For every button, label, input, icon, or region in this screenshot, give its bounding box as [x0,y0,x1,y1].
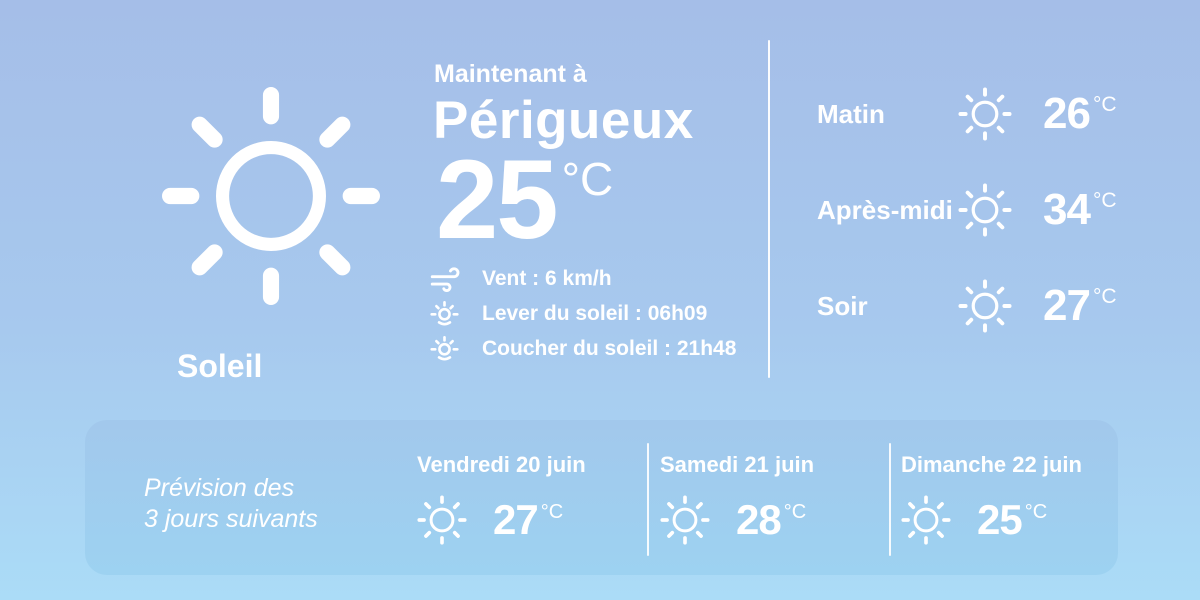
period-temperature: 34 °C [1043,184,1117,234]
forecast-temperature-value: 28 [736,495,782,543]
forecast-temperature-unit: °C [783,500,807,523]
sunrise-label: Lever du soleil : 06h09 [482,301,708,325]
forecast-divider [889,443,891,556]
forecast-temperature: 27 °C [493,495,564,543]
period-temperature-unit: °C [1092,188,1117,212]
forecast-panel: Prévision des 3 jours suivants Vendredi … [85,420,1118,575]
sun-icon [958,279,1012,333]
forecast-day-friday: Vendredi 20 juin 27 °C [417,452,586,545]
sunset-icon [429,333,469,364]
current-temperature-value: 25 [436,137,559,262]
period-row-morning: Matin 26 °C [817,86,1117,142]
period-temperature-unit: °C [1092,92,1117,116]
forecast-day-row: 28 °C [660,495,814,545]
vertical-divider [768,40,770,378]
sun-icon [958,87,1012,141]
period-label: Matin [817,98,885,129]
day-parts: Matin 26 °C Après-midi 34 °C Soir 27 °C [817,86,1117,374]
period-temperature: 26 °C [1043,88,1117,138]
forecast-title-line2: 3 jours suivants [144,505,318,533]
sun-icon [417,495,467,545]
forecast-title-line1: Prévision des [144,474,295,502]
forecast-temperature-value: 25 [977,495,1023,543]
period-temperature-unit: °C [1092,284,1117,308]
forecast-temperature-value: 27 [493,495,539,543]
period-temperature: 27 °C [1043,280,1117,330]
sun-icon [660,495,710,545]
sunrise-row: Lever du soleil : 06h09 [429,299,736,328]
wind-row: Vent : 6 km/h [429,264,736,293]
forecast-date: Vendredi 20 juin [417,452,586,477]
sun-icon [958,183,1012,237]
sunrise-icon [429,298,469,329]
forecast-temperature-unit: °C [540,500,564,523]
sun-icon [901,495,951,545]
period-label: Après-midi [817,194,953,225]
sunset-row: Coucher du soleil : 21h48 [429,334,736,363]
forecast-date: Samedi 21 juin [660,452,815,477]
forecast-temperature: 25 °C [977,495,1048,543]
wind-label: Vent : 6 km/h [482,266,612,290]
forecast-day-row: 25 °C [901,495,1082,545]
forecast-day-sunday: Dimanche 22 juin 25 °C [901,452,1082,545]
forecast-title: Prévision des 3 jours suivants [144,473,318,535]
period-label: Soir [817,290,868,321]
wind-icon [429,266,469,292]
city-name: Périgueux [433,91,694,150]
period-row-evening: Soir 27 °C [817,278,1117,334]
current-location-label: Maintenant à [434,60,587,88]
forecast-day-saturday: Samedi 21 juin 28 °C [660,452,814,545]
period-row-afternoon: Après-midi 34 °C [817,182,1117,238]
condition-label: Soleil [177,348,263,384]
period-temperature-value: 34 [1043,184,1091,234]
period-temperature-value: 27 [1043,280,1091,330]
forecast-day-row: 27 °C [417,495,586,545]
forecast-divider [647,443,649,556]
current-temperature-unit: °C [561,153,614,205]
period-temperature-value: 26 [1043,88,1091,138]
current-temperature: 25 °C [436,137,614,262]
current-details: Vent : 6 km/h Lever du soleil : 06h09 Co… [429,264,736,363]
forecast-temperature-unit: °C [1024,500,1048,523]
sunset-label: Coucher du soleil : 21h48 [482,336,737,360]
forecast-temperature: 28 °C [736,495,807,543]
forecast-date: Dimanche 22 juin [901,452,1082,477]
sun-icon [160,85,382,307]
